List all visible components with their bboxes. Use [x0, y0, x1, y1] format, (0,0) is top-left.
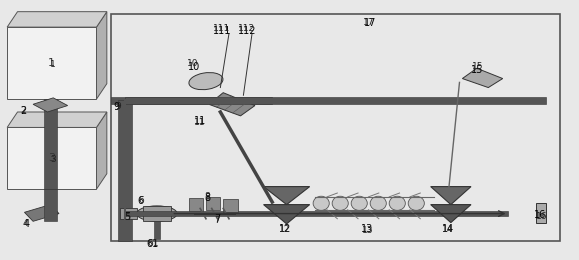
Polygon shape — [24, 205, 59, 221]
Polygon shape — [463, 68, 503, 88]
Text: 17: 17 — [364, 18, 376, 28]
Ellipse shape — [313, 196, 329, 210]
Text: 7: 7 — [214, 214, 221, 224]
Text: 1: 1 — [50, 60, 56, 69]
Text: 15: 15 — [471, 64, 483, 75]
Text: 5: 5 — [124, 213, 130, 223]
Polygon shape — [209, 93, 255, 116]
Text: 3: 3 — [50, 155, 56, 164]
Polygon shape — [97, 112, 107, 189]
Text: 1: 1 — [48, 58, 56, 68]
Text: 14: 14 — [442, 224, 454, 234]
Polygon shape — [119, 209, 137, 219]
Polygon shape — [125, 211, 508, 216]
Text: 6: 6 — [138, 196, 144, 205]
Text: 8: 8 — [204, 192, 210, 202]
Ellipse shape — [370, 196, 386, 210]
Text: 9: 9 — [113, 102, 120, 112]
Text: 10: 10 — [188, 62, 200, 72]
Polygon shape — [263, 187, 310, 205]
Text: 8: 8 — [204, 193, 211, 203]
Polygon shape — [536, 203, 546, 223]
Polygon shape — [44, 189, 57, 221]
Polygon shape — [431, 205, 471, 223]
Polygon shape — [7, 112, 107, 127]
Ellipse shape — [351, 196, 367, 210]
Ellipse shape — [332, 196, 349, 210]
Text: 12: 12 — [279, 225, 291, 234]
Polygon shape — [153, 221, 160, 239]
Polygon shape — [33, 98, 68, 112]
Text: 111: 111 — [213, 24, 230, 33]
Text: 9: 9 — [115, 102, 120, 111]
Polygon shape — [7, 12, 107, 27]
Text: 12: 12 — [278, 224, 291, 234]
Polygon shape — [125, 97, 546, 103]
Polygon shape — [44, 99, 57, 189]
Text: 4: 4 — [23, 219, 28, 228]
Polygon shape — [118, 100, 133, 240]
Polygon shape — [142, 206, 171, 221]
Polygon shape — [97, 12, 107, 99]
Ellipse shape — [408, 196, 424, 210]
Text: 2: 2 — [20, 106, 27, 116]
Polygon shape — [431, 187, 471, 205]
Text: 112: 112 — [238, 26, 256, 36]
Text: 13: 13 — [361, 224, 373, 234]
Text: 4: 4 — [24, 219, 30, 229]
Polygon shape — [263, 205, 310, 224]
Polygon shape — [7, 27, 97, 99]
Text: 7: 7 — [215, 216, 221, 225]
Text: 2: 2 — [20, 106, 26, 115]
Text: 3: 3 — [48, 153, 56, 163]
Text: 61: 61 — [147, 239, 159, 249]
Text: 13: 13 — [361, 226, 373, 235]
Text: 15: 15 — [472, 62, 483, 72]
Ellipse shape — [389, 196, 405, 210]
Text: 112: 112 — [238, 24, 255, 33]
Text: 11: 11 — [194, 116, 206, 126]
Polygon shape — [7, 127, 97, 189]
Polygon shape — [189, 198, 203, 211]
Text: 10: 10 — [187, 58, 199, 68]
Text: 111: 111 — [213, 26, 231, 36]
Text: 14: 14 — [442, 225, 454, 234]
Polygon shape — [223, 199, 237, 212]
Polygon shape — [111, 97, 272, 104]
Text: 6: 6 — [138, 196, 144, 206]
Text: 16: 16 — [536, 212, 547, 221]
Text: 17: 17 — [363, 18, 375, 27]
Ellipse shape — [137, 206, 177, 221]
Ellipse shape — [189, 73, 223, 90]
Text: 5: 5 — [124, 212, 130, 223]
Text: 16: 16 — [534, 210, 546, 220]
Polygon shape — [206, 197, 221, 210]
Text: 11: 11 — [194, 118, 206, 127]
Text: 61: 61 — [147, 239, 159, 248]
